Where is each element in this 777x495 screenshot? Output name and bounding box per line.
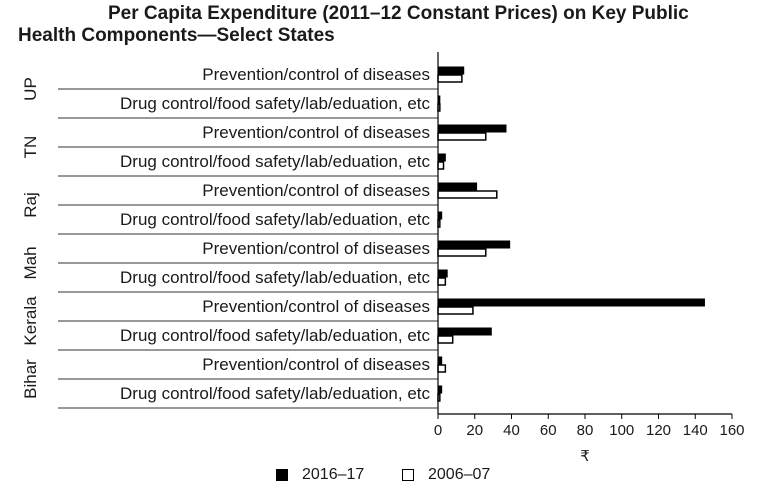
category-label: Prevention/control of diseases <box>202 297 430 316</box>
category-label: Drug control/food safety/lab/eduation, e… <box>120 94 430 113</box>
state-label-5: Bihar <box>21 359 40 399</box>
category-label: Prevention/control of diseases <box>202 239 430 258</box>
legend-label-series-1: 2016–17 <box>302 466 365 483</box>
x-tick-label: 120 <box>646 422 671 439</box>
category-label: Prevention/control of diseases <box>202 65 430 84</box>
state-label-1: TN <box>21 136 40 159</box>
x-tick-label: 140 <box>683 422 708 439</box>
x-tick-label: 20 <box>466 422 483 439</box>
category-label: Drug control/food safety/lab/eduation, e… <box>120 152 430 171</box>
bar-series-2 <box>437 364 447 373</box>
x-tick-label: 160 <box>719 422 744 439</box>
category-label: Prevention/control of diseases <box>202 181 430 200</box>
bar-series-2 <box>437 248 487 257</box>
x-axis-label: ₹ <box>580 448 590 462</box>
legend-label-series-2: 2006–07 <box>428 466 491 483</box>
x-tick-label: 80 <box>577 422 594 439</box>
chart-title-line-1: Per Capita Expenditure (2011–12 Constant… <box>108 3 689 24</box>
bar-series-1 <box>437 153 446 162</box>
chart-title-line-2: Health Components—Select States <box>18 25 335 46</box>
category-label: Drug control/food safety/lab/eduation, e… <box>120 326 430 345</box>
bar-chart: UP Prevention/control of diseases Drug con… <box>21 52 745 462</box>
x-tick-label: 40 <box>503 422 520 439</box>
state-label-4: Kerala <box>21 296 40 346</box>
bar-series-2 <box>437 190 498 199</box>
bar-series-2 <box>437 306 474 315</box>
bar-series-1 <box>437 182 478 191</box>
legend-item-series-2: 2006–07 <box>402 466 490 484</box>
bar-series-1 <box>437 124 507 133</box>
category-label: Drug control/food safety/lab/eduation, e… <box>120 384 430 403</box>
bar-series-1 <box>437 240 511 249</box>
x-tick-label: 100 <box>609 422 634 439</box>
legend-item-series-1: 2016–17 <box>276 466 364 484</box>
category-label: Drug control/food safety/lab/eduation, e… <box>120 268 430 287</box>
bar-series-1 <box>437 66 465 75</box>
bar-series-1 <box>437 327 492 336</box>
bar-series-2 <box>437 132 487 141</box>
legend: 2016–17 2006–07 <box>0 466 777 490</box>
bar-series-2 <box>437 74 463 83</box>
bar-series-1 <box>437 298 705 307</box>
bar-series-2 <box>437 161 445 170</box>
category-label: Prevention/control of diseases <box>202 355 430 374</box>
x-tick-label: 0 <box>434 422 442 439</box>
x-tick-label: 60 <box>540 422 557 439</box>
legend-swatch-series-2 <box>402 469 414 481</box>
state-label-0: UP <box>21 77 40 101</box>
category-label: Prevention/control of diseases <box>202 123 430 142</box>
category-label: Drug control/food safety/lab/eduation, e… <box>120 210 430 229</box>
state-label-2: Raj <box>21 192 40 218</box>
legend-swatch-series-1 <box>276 469 288 481</box>
state-label-3: Mah <box>21 246 40 279</box>
bar-series-1 <box>437 269 448 278</box>
bar-series-2 <box>437 277 447 286</box>
bar-series-2 <box>437 335 454 344</box>
chart-title: Per Capita Expenditure (2011–12 Constant… <box>18 3 758 47</box>
